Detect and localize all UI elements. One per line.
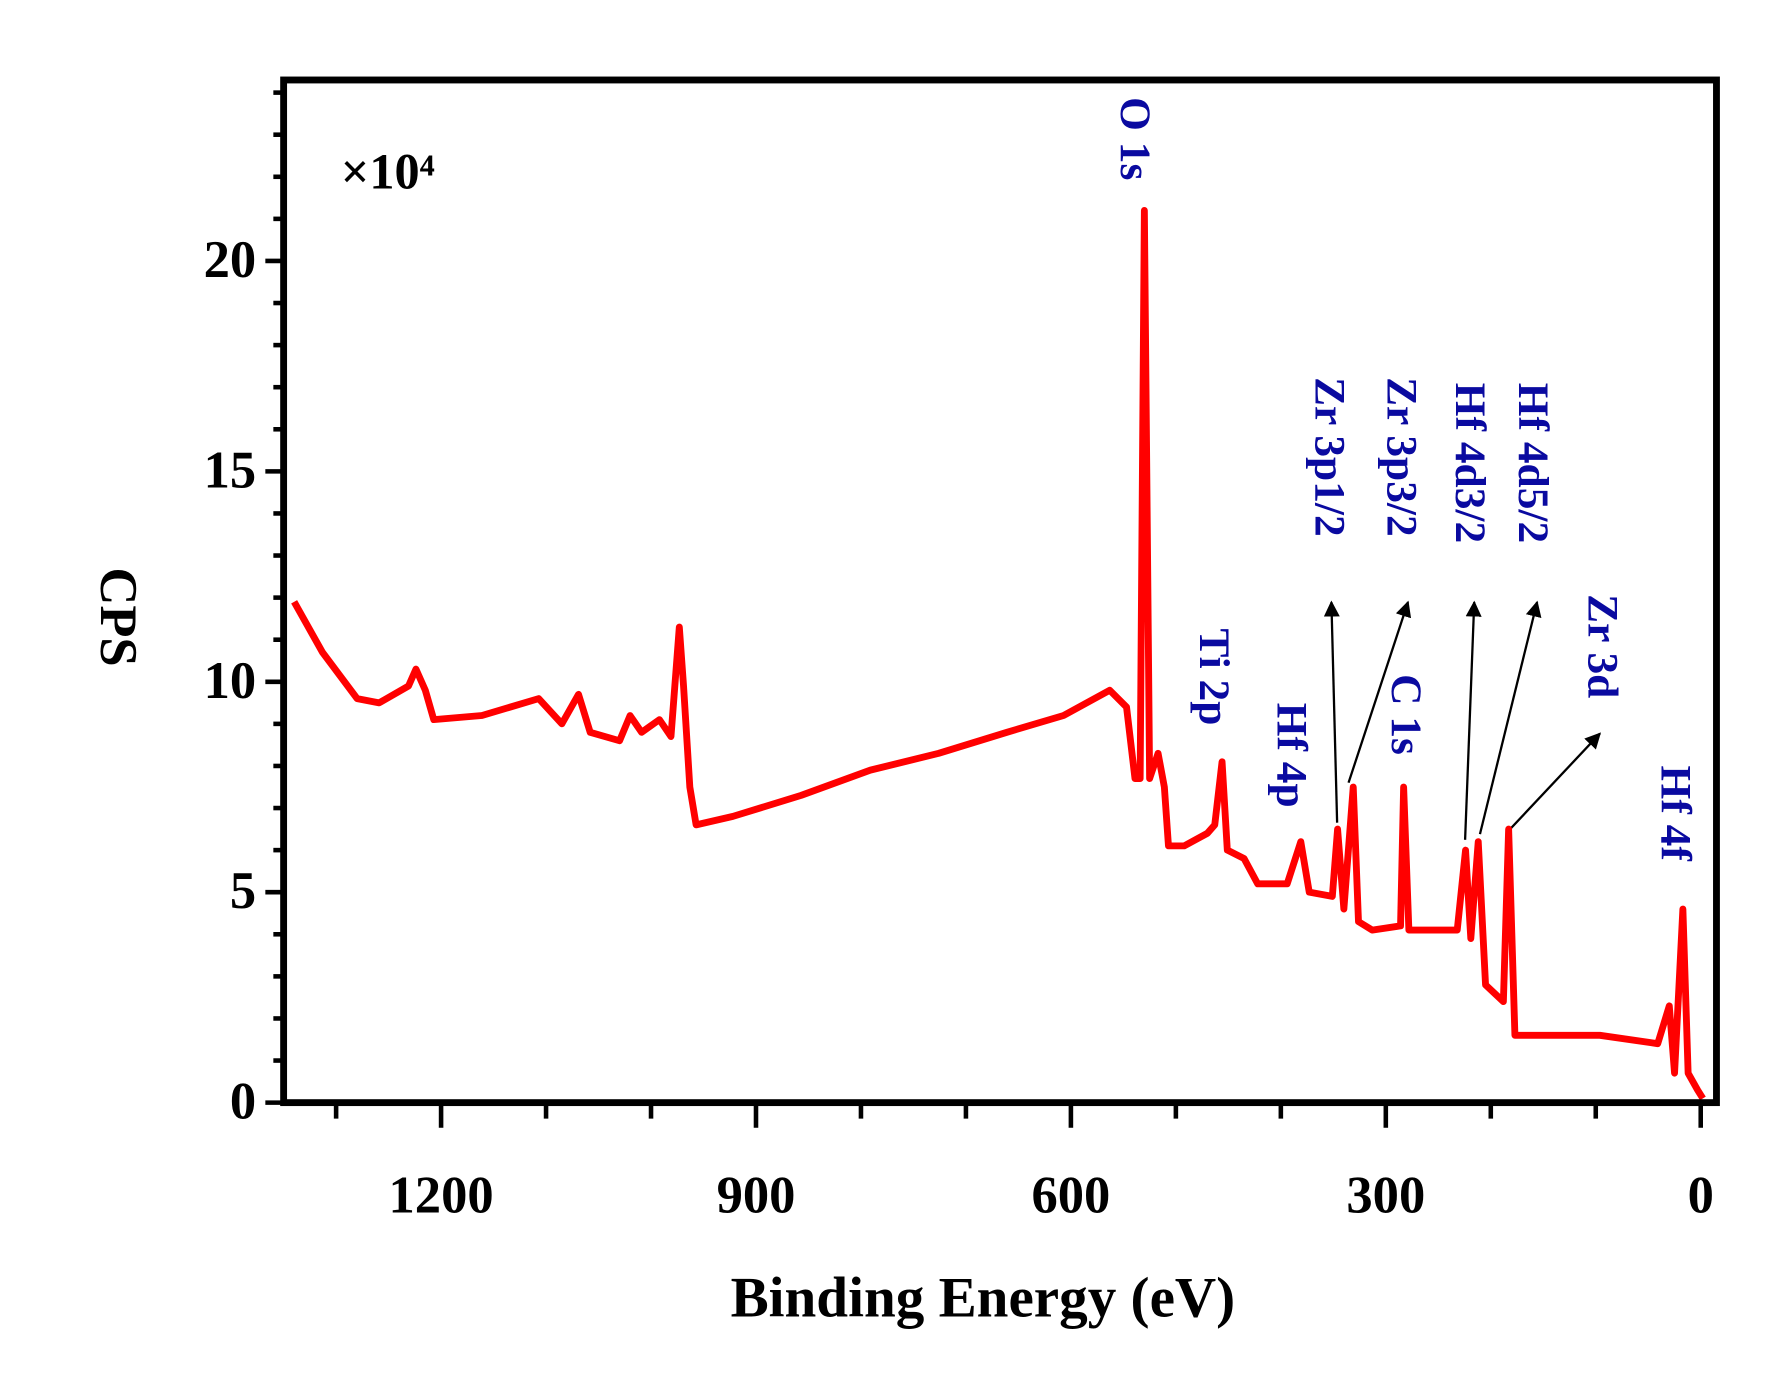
arrow: [1478, 600, 1542, 835]
multiplier: ×10⁴: [341, 144, 435, 200]
x-tick-label: 900: [717, 1166, 796, 1224]
arrow: [1347, 600, 1412, 784]
peak-label: Zr 3p1/2: [1305, 377, 1353, 537]
y-tick-label: 10: [204, 652, 257, 710]
peak-label: Ti 2p: [1190, 628, 1238, 725]
spectrum-line: [291, 207, 1706, 1101]
arrow: [1323, 600, 1340, 823]
plot-frame: [280, 76, 1720, 1107]
y-tick-label: 15: [204, 441, 257, 499]
x-tick-label: 0: [1688, 1166, 1714, 1224]
y-tick-label: 5: [230, 862, 256, 920]
x-tick-label: 600: [1031, 1166, 1110, 1224]
x-tick-label: 1200: [389, 1166, 494, 1224]
peak-label: Zr 3p3/2: [1377, 377, 1425, 537]
peak-label: Hf 4d5/2: [1509, 383, 1557, 543]
y-tick-label: 0: [230, 1073, 256, 1131]
peak-label: Hf 4p: [1268, 703, 1316, 808]
arrows: [1323, 600, 1602, 840]
peak-label: C 1s: [1382, 674, 1430, 755]
arrow: [1509, 732, 1602, 830]
x-tick-label: 300: [1346, 1166, 1425, 1224]
x-axis-label: Binding Energy (eV): [731, 1266, 1236, 1329]
arrow: [1463, 600, 1482, 840]
peak-label: Hf 4f: [1652, 766, 1700, 862]
y-axis-label: CPS: [89, 567, 147, 666]
y-tick-label: 20: [204, 231, 257, 289]
peak-label: Zr 3d: [1578, 594, 1626, 698]
peak-label: O 1s: [1111, 97, 1159, 180]
peak-label: Hf 4d3/2: [1446, 383, 1494, 543]
